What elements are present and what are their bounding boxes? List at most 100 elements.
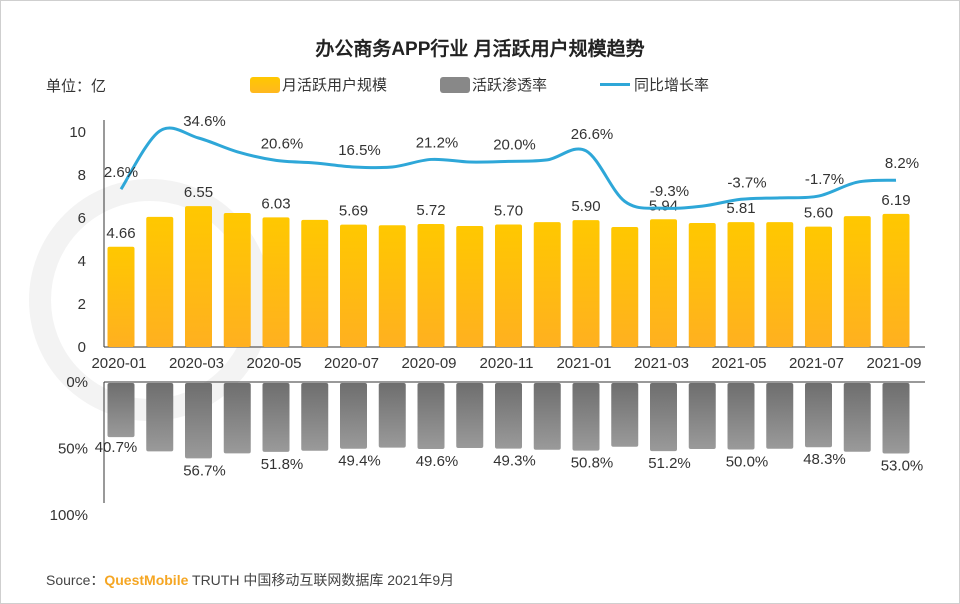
x-tick-label: 2020-03 [169, 355, 224, 372]
penetration-bar [727, 383, 755, 450]
penetration-data-label: 53.0% [881, 457, 924, 474]
penetration-bar [650, 383, 677, 452]
mau-data-label: 5.81 [726, 200, 755, 217]
mau-data-label: 5.94 [649, 197, 678, 214]
penetration-data-label: 49.4% [338, 453, 381, 470]
mau-bar [301, 219, 329, 347]
mau-data-label: 5.70 [494, 202, 523, 219]
penetration-data-label: 40.7% [95, 439, 138, 456]
mau-data-label: 6.55 [184, 184, 213, 201]
x-tick-label: 2020-01 [91, 355, 146, 372]
y-tick-label: 2 [78, 296, 86, 313]
legend-item-mau: 月活跃用户规模 [250, 74, 387, 95]
chart-title: 办公商务APP行业 月活跃用户规模趋势 [315, 39, 645, 60]
legend-label: 月活跃用户规模 [282, 77, 388, 94]
unit-label: 单位：亿 [46, 78, 107, 95]
penetration-data-label: 49.3% [493, 453, 536, 470]
penetration-bar [301, 383, 329, 451]
x-tick-label: 2021-07 [789, 355, 844, 372]
growth-line [119, 126, 897, 210]
source-brand: QuestMobile [104, 572, 189, 588]
mau-bar [262, 217, 290, 347]
legend-label: 活跃渗透率 [472, 77, 548, 94]
mau-bar [650, 219, 677, 347]
x-tick-label: 2021-03 [634, 355, 689, 372]
growth-data-label: 8.2% [885, 155, 919, 172]
penetration-bar [882, 383, 910, 454]
penetration-data-label: 49.6% [416, 453, 459, 470]
mau-data-label: 5.69 [339, 203, 368, 220]
penetration-bar [766, 383, 794, 449]
mau-bar [340, 224, 367, 347]
growth-data-label: 20.6% [261, 135, 304, 152]
y-tick-label: 6 [78, 210, 86, 227]
penetration-data-label: 56.7% [183, 462, 226, 479]
legend-swatch-growth [600, 83, 630, 86]
y2-tick-label: 50% [58, 441, 88, 458]
mau-bar [882, 213, 910, 347]
source-note: Source：QuestMobile TRUTH 中国移动互联网数据库 2021… [46, 570, 454, 590]
legend-swatch-penetration [440, 76, 470, 93]
mau-bar [572, 220, 600, 347]
penetration-data-label: 50.8% [571, 455, 614, 472]
penetration-bar [340, 383, 367, 449]
growth-data-label: 20.0% [493, 136, 536, 153]
penetration-bar [185, 383, 212, 459]
mau-bar [185, 206, 212, 347]
y2-tick-label: 0% [66, 374, 88, 391]
x-tick-label: 2021-01 [556, 355, 611, 372]
penetration-data-label: 51.2% [648, 455, 691, 472]
mau-data-label: 4.66 [106, 225, 135, 242]
mau-bar [688, 222, 716, 347]
mau-data-label: 5.90 [571, 198, 600, 215]
source-prefix: Source： [46, 572, 105, 588]
growth-data-label: 34.6% [183, 113, 226, 130]
penetration-bar [456, 383, 484, 449]
y-tick-label: 10 [69, 124, 86, 141]
mau-bar [495, 224, 522, 347]
mau-bar [533, 222, 561, 347]
x-tick-label: 2020-09 [401, 355, 456, 372]
legend-item-penetration: 活跃渗透率 [440, 74, 547, 95]
penetration-bar [495, 383, 522, 449]
source-text: TRUTH 中国移动互联网数据库 2021年9月 [188, 572, 455, 588]
mau-data-label: 5.60 [804, 205, 833, 222]
y2-tick-label: 100% [50, 507, 88, 524]
penetration-bar [417, 383, 445, 449]
penetration-bar [533, 383, 561, 450]
growth-data-label: -1.7% [805, 171, 844, 188]
growth-data-label: 2.6% [104, 164, 138, 181]
growth-data-label: -9.3% [650, 183, 689, 200]
penetration-bar [262, 383, 290, 452]
mau-bar [456, 225, 484, 347]
mau-bar [766, 222, 794, 347]
y-tick-label: 0 [78, 339, 86, 356]
legend-swatch-mau [250, 76, 280, 93]
growth-data-label: -3.7% [727, 174, 766, 191]
penetration-data-label: 51.8% [261, 456, 304, 473]
penetration-data-label: 48.3% [803, 451, 846, 468]
penetration-bar [688, 383, 716, 449]
growth-data-label: 16.5% [338, 142, 381, 159]
legend-label: 同比增长率 [634, 77, 710, 94]
y-tick-label: 4 [78, 253, 86, 270]
penetration-bar [572, 383, 600, 451]
mau-bar [107, 246, 135, 347]
mau-data-label: 6.03 [261, 195, 290, 212]
x-tick-label: 2020-07 [324, 355, 379, 372]
penetration-bar [805, 383, 832, 448]
penetration-bar [223, 383, 251, 454]
mau-data-label: 5.72 [416, 202, 445, 219]
growth-data-label: 21.2% [416, 134, 459, 151]
growth-data-label: 26.6% [571, 126, 614, 143]
mau-bar [223, 213, 251, 347]
penetration-data-label: 50.0% [726, 454, 769, 471]
legend-item-growth: 同比增长率 [600, 74, 709, 95]
mau-bar [146, 216, 174, 347]
penetration-bar [146, 383, 174, 452]
mau-bar [378, 225, 406, 347]
penetration-bar [378, 383, 406, 448]
mau-bar [611, 227, 639, 347]
x-tick-label: 2021-05 [711, 355, 766, 372]
